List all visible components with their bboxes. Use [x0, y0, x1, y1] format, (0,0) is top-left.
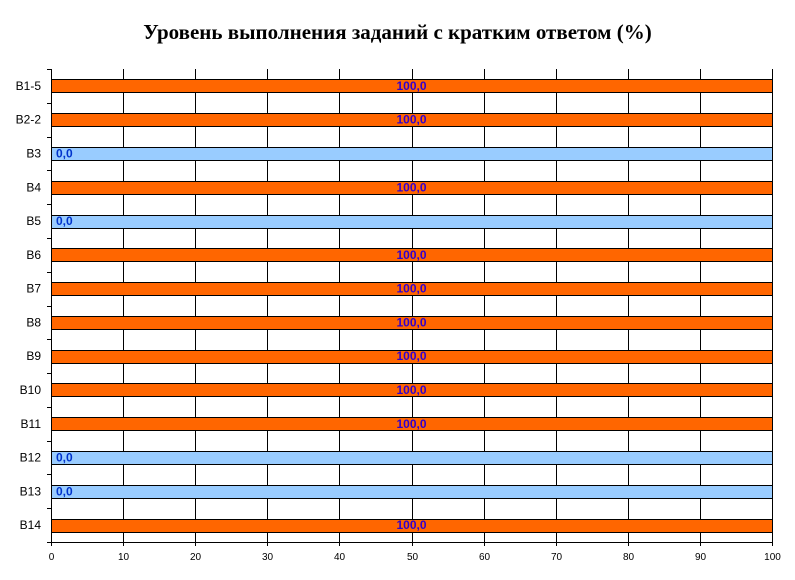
category-label: B6	[26, 248, 41, 262]
category-label: B3	[26, 146, 41, 160]
data-label: 100,0	[396, 349, 426, 363]
labels: 0 10 20 30 40 50 60 70 80 90 100 B1-5 100,0 B2-2 100,0…	[16, 79, 782, 563]
x-tick-label: 0	[49, 552, 55, 563]
data-label: 0,0	[56, 484, 73, 498]
x-tick-label: 70	[551, 552, 563, 563]
data-label: 100,0	[396, 383, 426, 397]
category-label: B12	[20, 451, 42, 465]
x-tick-label: 40	[334, 552, 346, 563]
x-tick-label: 20	[190, 552, 202, 563]
chart-title: Уровень выполнения заданий с кратким отв…	[143, 20, 652, 44]
data-label: 100,0	[396, 518, 426, 532]
axes	[47, 69, 773, 546]
category-label: B10	[20, 383, 42, 397]
bar-b12	[51, 451, 773, 465]
data-label: 100,0	[396, 315, 426, 329]
data-label: 100,0	[396, 113, 426, 127]
category-label: B14	[20, 518, 42, 532]
category-label: B11	[21, 417, 42, 431]
bar-b13	[51, 485, 773, 499]
data-label: 0,0	[56, 146, 73, 160]
data-label: 100,0	[396, 282, 426, 296]
data-label: 100,0	[396, 180, 426, 194]
category-label: B7	[26, 282, 41, 296]
category-label: B13	[20, 484, 42, 498]
bars	[51, 79, 773, 533]
data-label: 0,0	[56, 214, 73, 228]
x-tick-label: 80	[623, 552, 635, 563]
gridlines	[123, 69, 773, 542]
category-label: B2-2	[16, 113, 42, 127]
bar-b5	[51, 215, 773, 229]
x-tick-label: 90	[695, 552, 707, 563]
category-label: B9	[26, 349, 41, 363]
category-label: B1-5	[16, 79, 42, 93]
category-label: B8	[26, 315, 41, 329]
data-label: 100,0	[396, 79, 426, 93]
data-label: 100,0	[396, 248, 426, 262]
x-tick-label: 50	[407, 552, 419, 563]
category-label: B5	[26, 214, 41, 228]
category-label: B4	[26, 180, 41, 194]
bar-b3	[51, 147, 773, 161]
data-label: 0,0	[56, 451, 73, 465]
x-tick-label: 100	[764, 552, 781, 563]
x-tick-label: 30	[262, 552, 274, 563]
x-tick-label: 60	[479, 552, 491, 563]
data-label: 100,0	[396, 417, 426, 431]
x-tick-label: 10	[118, 552, 130, 563]
